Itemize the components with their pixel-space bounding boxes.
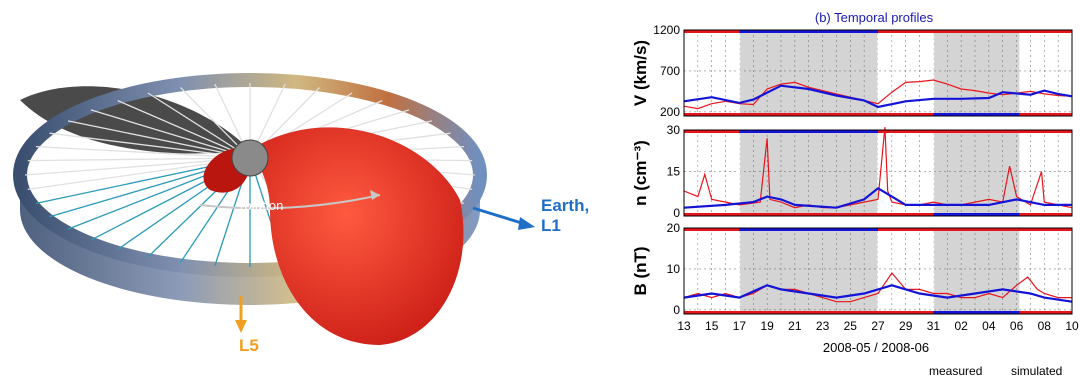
field-line — [35, 145, 251, 159]
x-tick-label: 06 — [1010, 319, 1024, 333]
x-tick-label: 29 — [899, 319, 913, 333]
x-tick-label: 04 — [982, 319, 996, 333]
bottom-strip-blue — [933, 113, 1020, 116]
top-strip-blue — [739, 228, 878, 231]
x-axis-label: 2008-05 / 2008-06 — [823, 340, 929, 355]
top-strip-blue — [739, 30, 878, 33]
x-tick-label: 25 — [844, 319, 858, 333]
x-tick-label: 23 — [816, 319, 830, 333]
heliospheric-illustration — [13, 73, 535, 345]
y-tick-label: 10 — [667, 262, 681, 276]
y-tick-label: 15 — [667, 165, 681, 179]
plot-frame — [683, 129, 1073, 217]
x-tick-label: 13 — [677, 319, 691, 333]
y-tick-label: 30 — [667, 123, 681, 137]
shaded-interval — [933, 30, 1020, 116]
sun-sphere — [231, 139, 269, 177]
rotation-arrow-head — [370, 190, 380, 200]
top-strip-blue — [739, 130, 878, 133]
field-line — [147, 92, 251, 159]
y-tick-label: 0 — [673, 206, 680, 220]
x-tick-label: 19 — [760, 319, 774, 333]
white-interval — [1023, 228, 1038, 314]
y-axis-label: B (nT) — [631, 246, 650, 295]
x-tick-label: 17 — [733, 319, 747, 333]
earth-l1-label: Earth, L1 — [541, 196, 590, 235]
series-simulated — [683, 84, 1073, 109]
x-tick-label: 15 — [705, 319, 719, 333]
field-line — [117, 100, 251, 159]
x-tick-label: 27 — [871, 319, 885, 333]
x-tick-label: 21 — [788, 319, 802, 333]
current-sheet-back — [20, 86, 250, 154]
bottom-strip — [684, 213, 1072, 216]
earth-arrow — [472, 206, 526, 226]
panel-3: 0 10 20 B (nT) 13 15 17 19 21 23 25 27 29 31 02 04 06 08 1… — [631, 221, 1079, 333]
bottom-strip — [684, 113, 1072, 116]
field-line — [90, 109, 251, 159]
y-axis-label: n (cm⁻³) — [631, 140, 650, 206]
x-tick-label: 31 — [927, 319, 941, 333]
plot-frame — [683, 227, 1073, 315]
earth-arrow-head — [518, 217, 535, 230]
shaded-interval — [739, 228, 878, 314]
bottom-strip-blue — [933, 213, 1020, 216]
white-interval — [1023, 30, 1038, 116]
field-line — [49, 132, 251, 159]
series-measured — [683, 79, 1073, 110]
field-line — [67, 120, 251, 159]
x-tick-label: 02 — [954, 319, 968, 333]
bottom-strip-blue — [933, 311, 1020, 314]
x-tick-label: 10 — [1065, 319, 1079, 333]
rotation-label: rotation — [240, 198, 284, 213]
bottom-strip — [684, 311, 1072, 314]
series-simulated — [683, 186, 1072, 209]
y-tick-label: 0 — [673, 303, 680, 317]
legend-simulated: simulated — [1011, 364, 1063, 378]
plot-frame — [683, 29, 1073, 117]
chart-title: (b) Temporal profiles — [815, 10, 934, 25]
y-axis-label: V (km/s) — [631, 40, 650, 106]
l5-label: L5 — [239, 336, 259, 355]
rotation-arrow — [199, 194, 381, 210]
current-sheet-front — [250, 127, 464, 345]
legend-measured: measured — [929, 364, 983, 378]
field-line — [27, 157, 251, 162]
series-simulated — [683, 284, 1073, 303]
shaded-interval — [933, 228, 1020, 314]
y-tick-label: 1200 — [653, 23, 680, 37]
y-tick-label: 20 — [667, 221, 681, 235]
l5-arrow-head — [235, 320, 247, 333]
shaded-interval — [739, 30, 878, 116]
x-tick-label: 08 — [1038, 319, 1052, 333]
shaded-interval — [933, 130, 1020, 216]
panel-2: 0 15 30 n (cm⁻³) — [631, 123, 1073, 220]
series-measured — [683, 272, 1072, 303]
y-tick-label: 700 — [660, 64, 680, 78]
y-tick-label: 200 — [660, 105, 680, 119]
